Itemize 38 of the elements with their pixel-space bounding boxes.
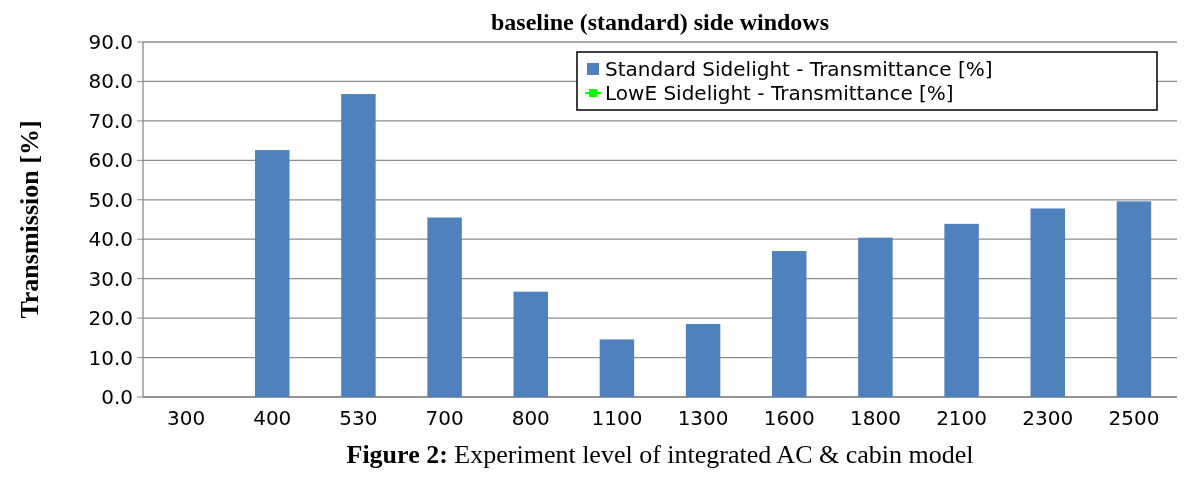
- x-tick-label: 2500: [1108, 406, 1160, 430]
- x-tick-label: 700: [425, 406, 464, 430]
- y-tick-label: 90.0: [88, 30, 133, 54]
- y-tick-label: 20.0: [88, 306, 133, 331]
- y-tick-label: 80.0: [88, 69, 133, 94]
- x-tick-label: 1800: [849, 406, 901, 430]
- x-tick-label: 2100: [936, 406, 988, 430]
- bar: [255, 150, 290, 397]
- y-tick-label: 10.0: [88, 345, 133, 370]
- x-tick-label: 800: [511, 406, 550, 430]
- x-tick-label: 1600: [763, 406, 815, 430]
- bar: [772, 251, 807, 397]
- x-tick-label: 1300: [677, 406, 729, 430]
- y-tick-label: 60.0: [88, 148, 133, 173]
- bar: [1030, 208, 1065, 397]
- y-tick-label: 30.0: [88, 266, 133, 291]
- x-tick-label: 400: [253, 406, 292, 430]
- bar: [685, 324, 721, 397]
- y-axis-title: Transmission [%]: [15, 120, 44, 319]
- legend-label: LowE Sidelight - Transmittance [%]: [605, 81, 954, 105]
- y-tick-label: 70.0: [88, 108, 133, 133]
- bar: [944, 223, 979, 397]
- chart-title: baseline (standard) side windows: [490, 9, 830, 35]
- bar: [599, 339, 635, 397]
- bar: [427, 217, 462, 397]
- y-tick-label: 40.0: [88, 227, 133, 252]
- bar: [513, 291, 548, 397]
- bar: [858, 237, 893, 397]
- y-tick-label: 50.0: [88, 187, 133, 212]
- bar: [341, 94, 376, 397]
- legend-label: Standard Sidelight - Transmittance [%]: [605, 57, 993, 81]
- x-tick-label: 300: [166, 406, 206, 430]
- caption: Figure 2: Experiment level of integrated AC & cabin model: [346, 440, 974, 469]
- x-tick-label: 530: [339, 406, 378, 430]
- x-tick-label: 2300: [1022, 406, 1074, 430]
- y-tick-label: 0.0: [101, 385, 133, 409]
- bar: [1116, 201, 1152, 397]
- x-tick-label: 1100: [591, 406, 643, 430]
